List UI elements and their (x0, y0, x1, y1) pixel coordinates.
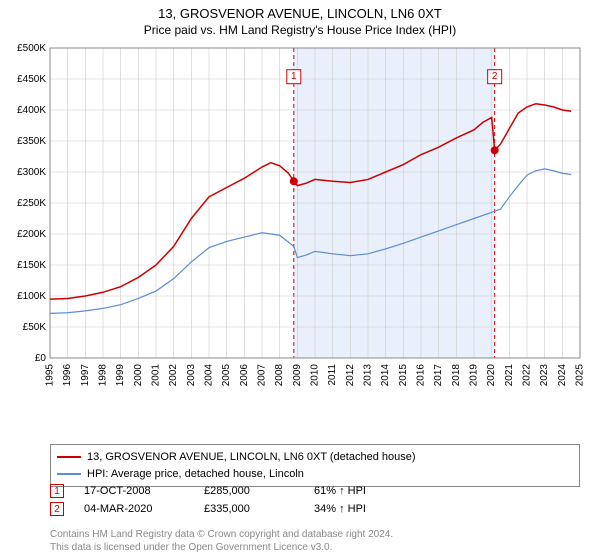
svg-text:£100K: £100K (17, 291, 46, 302)
svg-text:2018: 2018 (451, 364, 462, 387)
svg-text:£250K: £250K (17, 198, 46, 209)
svg-text:2004: 2004 (204, 364, 215, 387)
legend-swatch-property (57, 456, 81, 458)
svg-text:2: 2 (492, 71, 498, 82)
sale-price-1: £285,000 (204, 485, 294, 497)
sale-delta-1: 61% ↑ HPI (314, 485, 366, 497)
sale-marker-2: 2 (50, 502, 64, 516)
svg-text:2016: 2016 (416, 364, 427, 387)
svg-text:2009: 2009 (292, 364, 303, 387)
svg-text:2005: 2005 (221, 364, 232, 387)
svg-text:£500K: £500K (17, 43, 46, 54)
svg-text:2023: 2023 (539, 364, 550, 387)
sale-row-2: 2 04-MAR-2020 £335,000 34% ↑ HPI (50, 502, 580, 516)
svg-text:2013: 2013 (363, 364, 374, 387)
svg-text:2000: 2000 (133, 364, 144, 387)
svg-text:2024: 2024 (557, 364, 568, 387)
sale-row-1: 1 17-OCT-2008 £285,000 61% ↑ HPI (50, 484, 580, 498)
svg-text:£200K: £200K (17, 229, 46, 240)
chart-container: 13, GROSVENOR AVENUE, LINCOLN, LN6 0XT P… (0, 0, 600, 560)
footnote: Contains HM Land Registry data © Crown c… (50, 528, 580, 554)
sale-delta-2: 34% ↑ HPI (314, 503, 366, 515)
svg-text:2022: 2022 (522, 364, 533, 387)
sales-table: 1 17-OCT-2008 £285,000 61% ↑ HPI 2 04-MA… (50, 484, 580, 520)
legend-label-hpi: HPI: Average price, detached house, Linc… (87, 466, 304, 483)
legend-swatch-hpi (57, 473, 81, 475)
svg-text:1998: 1998 (98, 364, 109, 387)
svg-text:2002: 2002 (168, 364, 179, 387)
svg-text:£150K: £150K (17, 260, 46, 271)
svg-text:2007: 2007 (257, 364, 268, 387)
svg-text:2006: 2006 (239, 364, 250, 387)
svg-text:1999: 1999 (115, 364, 126, 387)
svg-text:1995: 1995 (45, 364, 56, 387)
svg-text:2012: 2012 (345, 364, 356, 387)
sale-date-1: 17-OCT-2008 (84, 485, 184, 497)
svg-text:2017: 2017 (433, 364, 444, 387)
svg-text:2025: 2025 (575, 364, 586, 387)
footnote-line-2: This data is licensed under the Open Gov… (50, 541, 580, 554)
title-line-2: Price paid vs. HM Land Registry's House … (0, 23, 600, 37)
svg-text:£50K: £50K (23, 322, 47, 333)
svg-text:1: 1 (291, 71, 297, 82)
sale-date-2: 04-MAR-2020 (84, 503, 184, 515)
legend: 13, GROSVENOR AVENUE, LINCOLN, LN6 0XT (… (50, 444, 580, 487)
svg-text:£400K: £400K (17, 105, 46, 116)
svg-text:2015: 2015 (398, 364, 409, 387)
svg-text:1997: 1997 (80, 364, 91, 387)
sale-price-2: £335,000 (204, 503, 294, 515)
svg-text:2003: 2003 (186, 364, 197, 387)
svg-text:2008: 2008 (274, 364, 285, 387)
sale-marker-1: 1 (50, 484, 64, 498)
legend-item-property: 13, GROSVENOR AVENUE, LINCOLN, LN6 0XT (… (57, 449, 573, 466)
svg-text:£0: £0 (35, 353, 47, 364)
legend-item-hpi: HPI: Average price, detached house, Linc… (57, 466, 573, 483)
svg-text:2019: 2019 (469, 364, 480, 387)
chart-plot: £0£50K£100K£150K£200K£250K£300K£350K£400… (50, 48, 580, 398)
title-block: 13, GROSVENOR AVENUE, LINCOLN, LN6 0XT P… (0, 0, 600, 37)
title-line-1: 13, GROSVENOR AVENUE, LINCOLN, LN6 0XT (0, 6, 600, 21)
legend-label-property: 13, GROSVENOR AVENUE, LINCOLN, LN6 0XT (… (87, 449, 416, 466)
svg-text:2011: 2011 (327, 364, 338, 386)
svg-text:2021: 2021 (504, 364, 515, 387)
svg-text:£300K: £300K (17, 167, 46, 178)
svg-text:£350K: £350K (17, 136, 46, 147)
svg-text:2010: 2010 (310, 364, 321, 387)
svg-text:2001: 2001 (151, 364, 162, 387)
svg-text:2014: 2014 (380, 364, 391, 387)
svg-text:1996: 1996 (62, 364, 73, 387)
footnote-line-1: Contains HM Land Registry data © Crown c… (50, 528, 580, 541)
svg-text:£450K: £450K (17, 74, 46, 85)
svg-text:2020: 2020 (486, 364, 497, 387)
